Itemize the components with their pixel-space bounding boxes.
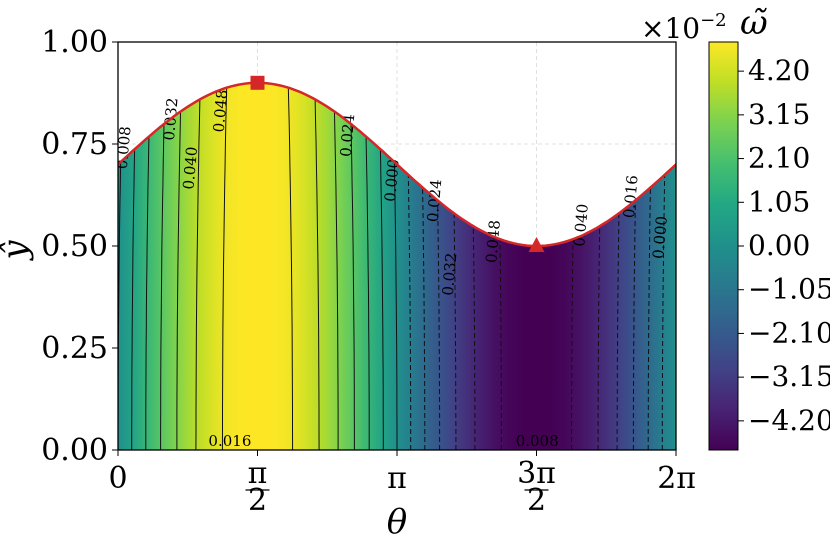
- colorbar-tick-label: 2.10: [748, 142, 810, 175]
- contour-line: [313, 82, 320, 450]
- contour-line: [195, 82, 202, 450]
- x-tick-label: 2π: [657, 461, 696, 496]
- y-tick-label: 0.50: [41, 229, 108, 264]
- x-tick-label: π: [387, 461, 407, 496]
- colorbar: 4.20 3.15 2.10 1.05 0.00 −1.05 −2.10 −3.15 −4.20…: [641, 3, 830, 451]
- y-tick-label: 1.00: [41, 25, 108, 60]
- colorbar-scale-text: ×10−2: [641, 10, 727, 45]
- colorbar-tick-label: 1.05: [748, 185, 810, 218]
- colorbar-tick-label: −4.20: [748, 404, 830, 437]
- min-marker-triangle: [528, 237, 545, 252]
- y-axis: 0.00 0.25 0.50 0.75 1.00: [41, 25, 118, 468]
- x-tick-label-denominator: 2: [527, 483, 546, 518]
- contour-label: 0.032: [439, 252, 461, 296]
- colorbar-tick-label: 3.15: [748, 98, 810, 131]
- contour-label: 0.048: [482, 219, 504, 263]
- colorbar-tick-label: 0.00: [748, 229, 810, 262]
- markers: [250, 75, 545, 252]
- y-tick-label: 0.00: [41, 433, 108, 468]
- x-tick-label: 0: [108, 461, 127, 496]
- colorbar-tick-label: −2.10: [748, 316, 830, 349]
- max-marker-square: [250, 75, 265, 90]
- colorbar-tick-label: −1.05: [748, 273, 830, 306]
- y-tick-label: 0.25: [41, 331, 108, 366]
- contour-label: 0.040: [179, 146, 201, 190]
- colorbar-strip: [708, 41, 739, 451]
- contour-label: 0.048: [210, 89, 232, 133]
- vorticity-field: [118, 82, 676, 450]
- y-axis-label: ŷ: [0, 240, 35, 262]
- contour-label: 0.008: [516, 432, 559, 450]
- contour-label: 0.000: [381, 158, 403, 202]
- contour-label: 0.024: [424, 179, 446, 223]
- contour-label: 0.040: [570, 203, 592, 247]
- contour-label: 0.000: [649, 215, 671, 259]
- colorbar-ticks: 4.20 3.15 2.10 1.05 0.00 −1.05 −2.10 −3.15 −4.20: [738, 54, 830, 437]
- colorbar-tick-label: 4.20: [748, 54, 810, 87]
- contour-line: [221, 82, 229, 450]
- colorbar-label: ω̃: [740, 3, 768, 43]
- x-axis-label: θ: [387, 502, 407, 542]
- contour-label: 0.016: [208, 432, 251, 450]
- x-tick-label-numerator: π: [248, 456, 268, 491]
- boundary-curve: [118, 81, 676, 248]
- contour-line: [286, 82, 294, 450]
- y-tick-label: 0.75: [41, 127, 108, 162]
- x-tick-label-denominator: 2: [248, 483, 267, 518]
- contour-label: 0.008: [113, 125, 135, 169]
- colorbar-tick-label: −3.15: [748, 360, 830, 393]
- x-tick-label-numerator: 3π: [517, 456, 556, 491]
